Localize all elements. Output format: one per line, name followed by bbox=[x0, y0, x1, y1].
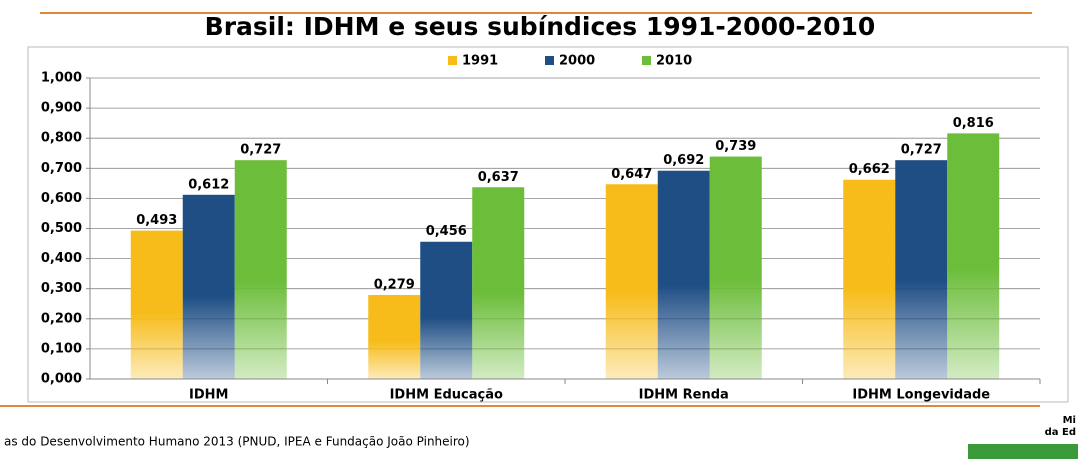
x-tick-label: IDHM Longevidade bbox=[852, 388, 990, 403]
bar bbox=[605, 184, 658, 379]
value-label: 0,692 bbox=[663, 153, 704, 168]
legend-label: 1991 bbox=[462, 54, 498, 69]
x-tick-label: IDHM bbox=[189, 388, 228, 403]
bar bbox=[657, 170, 710, 379]
value-label: 0,739 bbox=[715, 139, 756, 154]
y-tick-label: 0,100 bbox=[41, 341, 82, 356]
legend-label: 2000 bbox=[559, 54, 595, 69]
bar bbox=[130, 230, 183, 379]
value-label: 0,647 bbox=[611, 167, 652, 182]
y-tick-label: 0,700 bbox=[41, 161, 82, 176]
value-label: 0,493 bbox=[136, 213, 177, 228]
legend-swatch bbox=[545, 56, 554, 65]
y-tick-label: 1,000 bbox=[41, 71, 82, 86]
bar bbox=[420, 241, 473, 379]
value-label: 0,456 bbox=[426, 224, 467, 239]
x-tick-label: IDHM Educação bbox=[390, 388, 503, 403]
bar bbox=[368, 295, 421, 379]
bar bbox=[895, 160, 948, 379]
logo-text: da Ed bbox=[1045, 427, 1076, 438]
y-tick-label: 0,000 bbox=[41, 372, 82, 387]
legend-swatch bbox=[448, 56, 457, 65]
value-label: 0,279 bbox=[374, 278, 415, 293]
source-text: as do Desenvolvimento Humano 2013 (PNUD,… bbox=[4, 435, 470, 449]
bar bbox=[709, 156, 762, 379]
legend-swatch bbox=[642, 56, 651, 65]
y-tick-label: 0,200 bbox=[41, 311, 82, 326]
x-tick-label: IDHM Renda bbox=[639, 388, 729, 403]
y-tick-label: 0,900 bbox=[41, 101, 82, 116]
logo-shape bbox=[968, 444, 1078, 459]
bar bbox=[947, 133, 1000, 379]
value-label: 0,727 bbox=[240, 143, 281, 158]
logo-text: Mi bbox=[1063, 415, 1076, 426]
bar bbox=[182, 194, 235, 379]
legend-label: 2010 bbox=[656, 54, 692, 69]
chart-title: Brasil: IDHM e seus subíndices 1991-2000… bbox=[205, 12, 876, 41]
bar bbox=[234, 160, 287, 379]
y-tick-label: 0,400 bbox=[41, 251, 82, 266]
value-label: 0,816 bbox=[953, 116, 994, 131]
value-label: 0,612 bbox=[188, 177, 229, 192]
y-tick-label: 0,800 bbox=[41, 131, 82, 146]
value-label: 0,662 bbox=[849, 162, 890, 177]
value-label: 0,637 bbox=[478, 170, 519, 185]
y-tick-label: 0,600 bbox=[41, 191, 82, 206]
chart-frame bbox=[27, 46, 1069, 403]
value-label: 0,727 bbox=[901, 143, 942, 158]
y-tick-label: 0,300 bbox=[41, 281, 82, 296]
bar bbox=[472, 187, 525, 379]
bar bbox=[843, 179, 896, 379]
y-tick-label: 0,500 bbox=[41, 221, 82, 236]
